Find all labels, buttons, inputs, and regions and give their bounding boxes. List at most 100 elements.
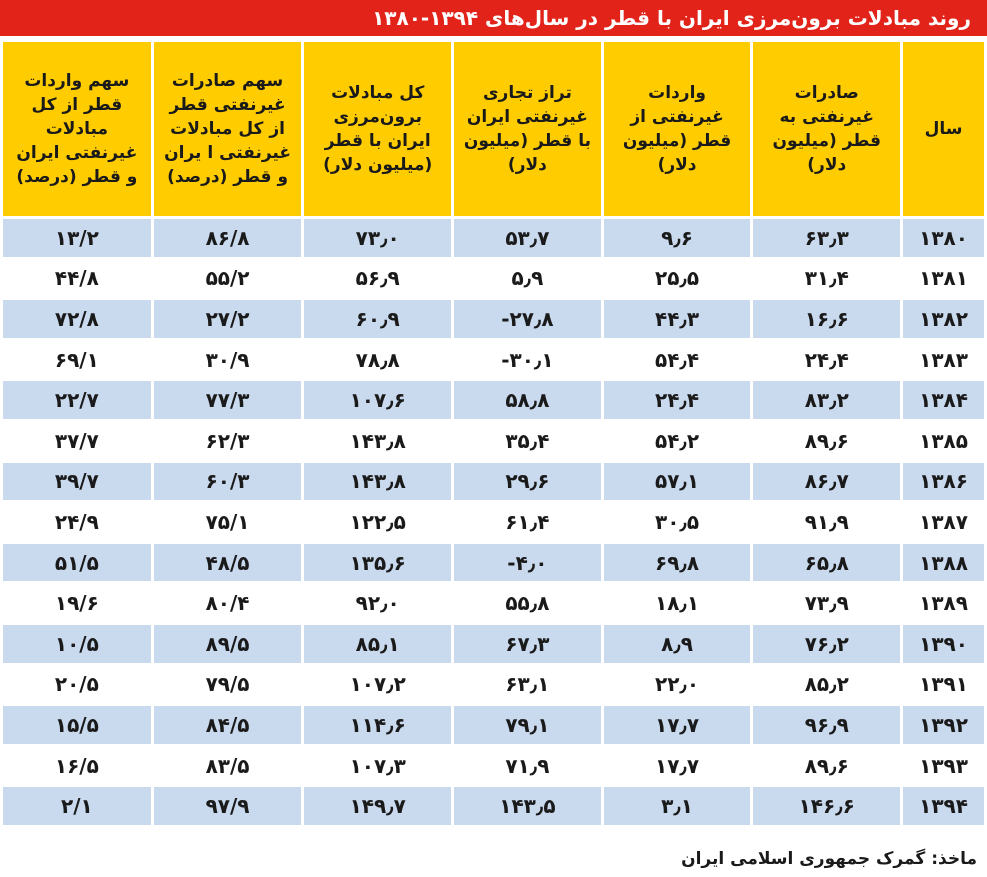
cell-year: ۱۳۹۲ [903, 706, 984, 744]
cell-imports: ۵۷٫۱ [603, 462, 751, 501]
cell-import-share: ۱۳/۲ [3, 219, 151, 257]
cell-year: ۱۳۸۶ [903, 462, 984, 501]
cell-total-trade: ۷۸٫۸ [304, 340, 452, 379]
cell-imports: ۳٫۱ [603, 787, 751, 825]
cell-imports: ۱۷٫۷ [603, 706, 751, 744]
cell-trade-balance: ۳۵٫۴ [454, 421, 601, 460]
cell-year: ۱۳۸۵ [903, 421, 984, 460]
cell-exports: ۷۳٫۹ [753, 584, 901, 622]
cell-exports: ۲۴٫۴ [753, 340, 901, 379]
cell-import-share: ۲۲/۷ [3, 381, 151, 419]
header-import-share: سهم واردات قطر از کل مبادلات غیرنفتی ایر… [3, 42, 151, 216]
table-row: ۱۳۹۳ ۸۹٫۶ ۱۷٫۷ ۷۱٫۹ ۱۰۷٫۳ ۸۳/۵ ۱۶/۵ [3, 746, 984, 785]
cell-trade-balance: ۳۰٫۱- [454, 340, 601, 379]
cell-year: ۱۳۸۷ [903, 503, 984, 541]
cell-total-trade: ۹۲٫۰ [304, 584, 452, 622]
cell-import-share: ۶۹/۱ [3, 340, 151, 379]
table-row: ۱۳۸۴ ۸۳٫۲ ۲۴٫۴ ۵۸٫۸ ۱۰۷٫۶ ۷۷/۳ ۲۲/۷ [3, 381, 984, 419]
cell-imports: ۲۵٫۵ [603, 259, 751, 298]
header-total-trade: کل مبادلات برون‌مرزی ایران با قطر (میلیو… [304, 42, 452, 216]
cell-import-share: ۳۹/۷ [3, 462, 151, 501]
table-row: ۱۳۹۰ ۷۶٫۲ ۸٫۹ ۶۷٫۳ ۸۵٫۱ ۸۹/۵ ۱۰/۵ [3, 624, 984, 663]
table-title: روند مبادلات برون‌مرزی ایران با قطر در س… [0, 0, 987, 36]
cell-imports: ۵۴٫۲ [603, 421, 751, 460]
trade-table: سال صادرات غیرنفتی به قطر (میلیون دلار) … [0, 39, 987, 828]
header-trade-balance: تراز تجاری غیرنفتی ایران با قطر (میلیون … [454, 42, 601, 216]
cell-exports: ۹۱٫۹ [753, 503, 901, 541]
cell-imports: ۹٫۶ [603, 219, 751, 257]
cell-year: ۱۳۹۳ [903, 746, 984, 785]
table-row: ۱۳۸۵ ۸۹٫۶ ۵۴٫۲ ۳۵٫۴ ۱۴۳٫۸ ۶۲/۳ ۳۷/۷ [3, 421, 984, 460]
cell-trade-balance: ۶۳٫۱ [454, 665, 601, 704]
cell-year: ۱۳۸۹ [903, 584, 984, 622]
header-exports: صادرات غیرنفتی به قطر (میلیون دلار) [753, 42, 901, 216]
cell-exports: ۸۵٫۲ [753, 665, 901, 704]
cell-year: ۱۳۸۱ [903, 259, 984, 298]
cell-year: ۱۳۸۰ [903, 219, 984, 257]
cell-total-trade: ۷۳٫۰ [304, 219, 452, 257]
cell-exports: ۸۳٫۲ [753, 381, 901, 419]
cell-trade-balance: ۵۸٫۸ [454, 381, 601, 419]
cell-year: ۱۳۸۲ [903, 300, 984, 338]
cell-imports: ۴۴٫۳ [603, 300, 751, 338]
cell-total-trade: ۱۰۷٫۳ [304, 746, 452, 785]
cell-export-share: ۸۳/۵ [153, 746, 302, 785]
cell-trade-balance: ۲۷٫۸- [454, 300, 601, 338]
cell-trade-balance: ۶۷٫۳ [454, 624, 601, 663]
header-export-share: سهم صادرات غیرنفتی قطر از کل مبادلات غیر… [153, 42, 302, 216]
cell-import-share: ۲۰/۵ [3, 665, 151, 704]
cell-exports: ۶۳٫۳ [753, 219, 901, 257]
cell-export-share: ۸۰/۴ [153, 584, 302, 622]
cell-total-trade: ۸۵٫۱ [304, 624, 452, 663]
table-row: ۱۳۸۶ ۸۶٫۷ ۵۷٫۱ ۲۹٫۶ ۱۴۳٫۸ ۶۰/۳ ۳۹/۷ [3, 462, 984, 501]
cell-export-share: ۸۴/۵ [153, 706, 302, 744]
cell-export-share: ۲۷/۲ [153, 300, 302, 338]
cell-trade-balance: ۶۱٫۴ [454, 503, 601, 541]
cell-total-trade: ۱۰۷٫۲ [304, 665, 452, 704]
table-row: ۱۳۸۱ ۳۱٫۴ ۲۵٫۵ ۵٫۹ ۵۶٫۹ ۵۵/۲ ۴۴/۸ [3, 259, 984, 298]
cell-total-trade: ۱۴۹٫۷ [304, 787, 452, 825]
cell-trade-balance: ۵٫۹ [454, 259, 601, 298]
cell-trade-balance: ۱۴۳٫۵ [454, 787, 601, 825]
cell-imports: ۲۴٫۴ [603, 381, 751, 419]
cell-exports: ۸۹٫۶ [753, 746, 901, 785]
table-row: ۱۳۸۷ ۹۱٫۹ ۳۰٫۵ ۶۱٫۴ ۱۲۲٫۵ ۷۵/۱ ۲۴/۹ [3, 503, 984, 541]
cell-total-trade: ۵۶٫۹ [304, 259, 452, 298]
cell-import-share: ۵۱/۵ [3, 543, 151, 582]
cell-year: ۱۳۸۳ [903, 340, 984, 379]
cell-imports: ۱۸٫۱ [603, 584, 751, 622]
table-row: ۱۳۸۰ ۶۳٫۳ ۹٫۶ ۵۳٫۷ ۷۳٫۰ ۸۶/۸ ۱۳/۲ [3, 219, 984, 257]
cell-total-trade: ۱۱۴٫۶ [304, 706, 452, 744]
cell-export-share: ۸۹/۵ [153, 624, 302, 663]
header-year: سال [903, 42, 984, 216]
cell-trade-balance: ۷۹٫۱ [454, 706, 601, 744]
cell-export-share: ۶۲/۳ [153, 421, 302, 460]
cell-export-share: ۴۸/۵ [153, 543, 302, 582]
cell-export-share: ۷۷/۳ [153, 381, 302, 419]
cell-exports: ۸۶٫۷ [753, 462, 901, 501]
cell-exports: ۱۶٫۶ [753, 300, 901, 338]
cell-imports: ۳۰٫۵ [603, 503, 751, 541]
cell-import-share: ۴۴/۸ [3, 259, 151, 298]
cell-total-trade: ۱۴۳٫۸ [304, 462, 452, 501]
cell-trade-balance: ۴٫۰- [454, 543, 601, 582]
cell-export-share: ۶۰/۳ [153, 462, 302, 501]
cell-year: ۱۳۸۸ [903, 543, 984, 582]
cell-exports: ۳۱٫۴ [753, 259, 901, 298]
cell-imports: ۲۲٫۰ [603, 665, 751, 704]
cell-imports: ۵۴٫۴ [603, 340, 751, 379]
cell-export-share: ۹۷/۹ [153, 787, 302, 825]
cell-import-share: ۱۰/۵ [3, 624, 151, 663]
cell-year: ۱۳۹۱ [903, 665, 984, 704]
cell-import-share: ۳۷/۷ [3, 421, 151, 460]
cell-export-share: ۵۵/۲ [153, 259, 302, 298]
header-row: سال صادرات غیرنفتی به قطر (میلیون دلار) … [3, 42, 984, 216]
cell-trade-balance: ۵۵٫۸ [454, 584, 601, 622]
cell-total-trade: ۱۴۳٫۸ [304, 421, 452, 460]
cell-export-share: ۷۵/۱ [153, 503, 302, 541]
table-row: ۱۳۹۴ ۱۴۶٫۶ ۳٫۱ ۱۴۳٫۵ ۱۴۹٫۷ ۹۷/۹ ۲/۱ [3, 787, 984, 825]
cell-import-share: ۱۵/۵ [3, 706, 151, 744]
cell-year: ۱۳۹۰ [903, 624, 984, 663]
cell-export-share: ۷۹/۵ [153, 665, 302, 704]
